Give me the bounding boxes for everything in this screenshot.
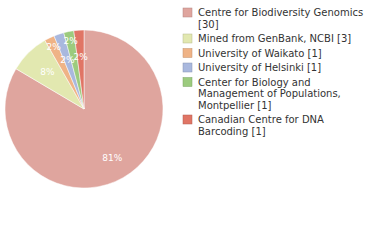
legend-item: University of Waikato [1]	[183, 48, 322, 59]
legend-label: Centre for Biodiversity Genomics[30]	[198, 7, 363, 30]
legend-swatch	[183, 49, 192, 58]
data-label: 2%	[73, 52, 88, 62]
data-label: 2%	[63, 36, 78, 46]
legend-swatch	[183, 8, 192, 17]
legend-label: University of Waikato [1]	[198, 48, 322, 59]
data-label: 81%	[102, 153, 122, 163]
legend-label: Canadian Centre for DNABarcoding [1]	[198, 114, 324, 137]
pie: 81%8%2%2%2%2%	[5, 30, 163, 188]
legend-item: Center for Biology andManagement of Popu…	[183, 77, 341, 111]
legend-item: University of Helsinki [1]	[183, 62, 321, 73]
pie-slice	[64, 31, 84, 109]
legend-swatch	[183, 78, 192, 87]
legend-item: Mined from GenBank, NCBI [3]	[183, 33, 351, 44]
chart: 81%8%2%2%2%2%Centre for Biodiversity Gen…	[0, 0, 380, 240]
data-label: 8%	[40, 67, 55, 77]
legend-label: University of Helsinki [1]	[198, 62, 321, 73]
pie-slice	[5, 30, 163, 188]
legend: Centre for Biodiversity Genomics[30] Mine…	[183, 7, 363, 137]
legend-swatch	[183, 34, 192, 43]
legend-swatch	[183, 63, 192, 72]
data-label: 2%	[46, 42, 61, 52]
legend-item: Centre for Biodiversity Genomics[30]	[183, 7, 363, 30]
legend-item: Canadian Centre for DNABarcoding [1]	[183, 114, 324, 137]
legend-swatch	[183, 115, 192, 124]
legend-label: Center for Biology andManagement of Popu…	[198, 77, 341, 111]
legend-label: Mined from GenBank, NCBI [3]	[198, 33, 351, 44]
